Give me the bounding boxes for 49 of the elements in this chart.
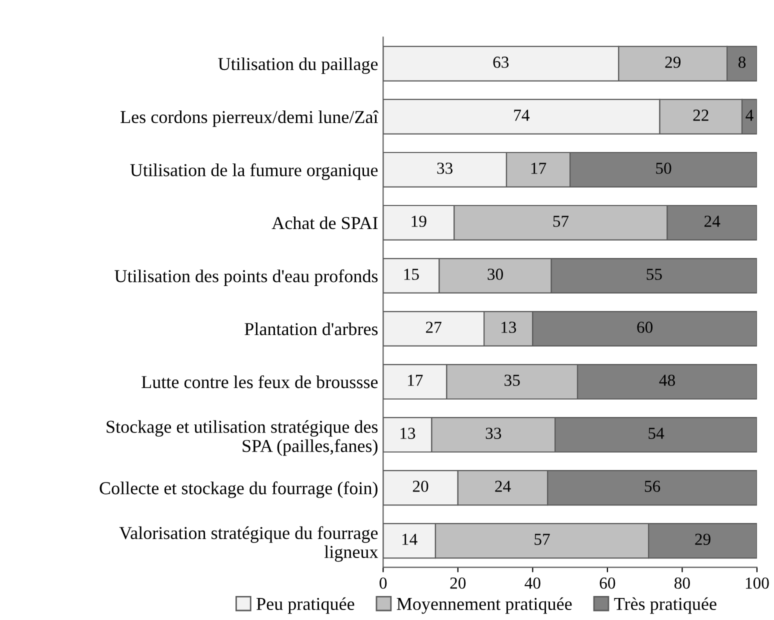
data-label: 27	[426, 322, 442, 333]
y-tick-label: Achat de SPAI	[272, 216, 378, 230]
data-label: 57	[553, 216, 569, 227]
data-label: 57	[534, 534, 550, 545]
data-label: 24	[495, 480, 511, 492]
y-tick-label: Valorisation stratégique du fourrage ligneux	[119, 526, 378, 562]
x-tick-label: 80	[674, 578, 690, 589]
y-tick-label: Utilisation des points d'eau profonds	[114, 269, 378, 286]
legend-label: Très pratiquée	[614, 597, 716, 614]
data-label: 55	[646, 268, 662, 280]
data-label: 48	[659, 374, 675, 386]
data-label: 60	[637, 322, 653, 333]
data-label: 35	[504, 374, 520, 386]
y-tick-label: Les cordons pierreux/demi lune/Zaî	[120, 110, 379, 127]
data-label: 30	[488, 268, 503, 280]
data-label: 15	[404, 268, 419, 280]
x-tick-label: 40	[524, 578, 540, 589]
data-label: 50	[656, 162, 672, 174]
y-tick-label: Stockage et utilisation stratégique des SPA (pailles,fanes)	[106, 420, 378, 456]
data-label: 14	[402, 534, 418, 545]
data-label: 29	[665, 56, 681, 68]
data-label: 29	[695, 534, 710, 545]
data-label: 20	[412, 480, 428, 492]
x-tick-label: 100	[746, 578, 769, 589]
data-label: 17	[531, 162, 546, 174]
data-label: 22	[693, 110, 708, 121]
data-label: 8	[738, 56, 746, 68]
x-tick-label: 0	[380, 578, 387, 589]
data-label: 33	[486, 428, 502, 439]
data-label: 63	[493, 56, 509, 68]
y-tick-label: Utilisation du paillage	[218, 57, 378, 74]
data-label: 4	[746, 110, 754, 121]
data-label: 74	[514, 110, 530, 121]
data-label: 33	[437, 162, 452, 174]
legend-label: Moyennement pratiquée	[396, 597, 572, 614]
data-label: 56	[644, 480, 660, 492]
y-tick-label: Plantation d'arbres	[244, 322, 378, 336]
legend-label: Peu pratiquée	[256, 597, 354, 614]
data-label: 54	[648, 428, 664, 439]
data-label: 13	[400, 428, 416, 439]
y-tick-label: Lutte contre les feux de broussse	[142, 375, 378, 388]
data-label: 17	[408, 374, 423, 386]
data-label: 13	[502, 322, 516, 333]
x-tick-label: 60	[600, 578, 616, 589]
x-tick-label: 20	[450, 578, 466, 589]
y-tick-label: Utilisation de la fumure organique	[130, 163, 378, 180]
data-label: 24	[704, 216, 720, 227]
data-label: 19	[412, 216, 426, 227]
y-tick-label: Collecte et stockage du fourrage (foin)	[100, 481, 378, 498]
